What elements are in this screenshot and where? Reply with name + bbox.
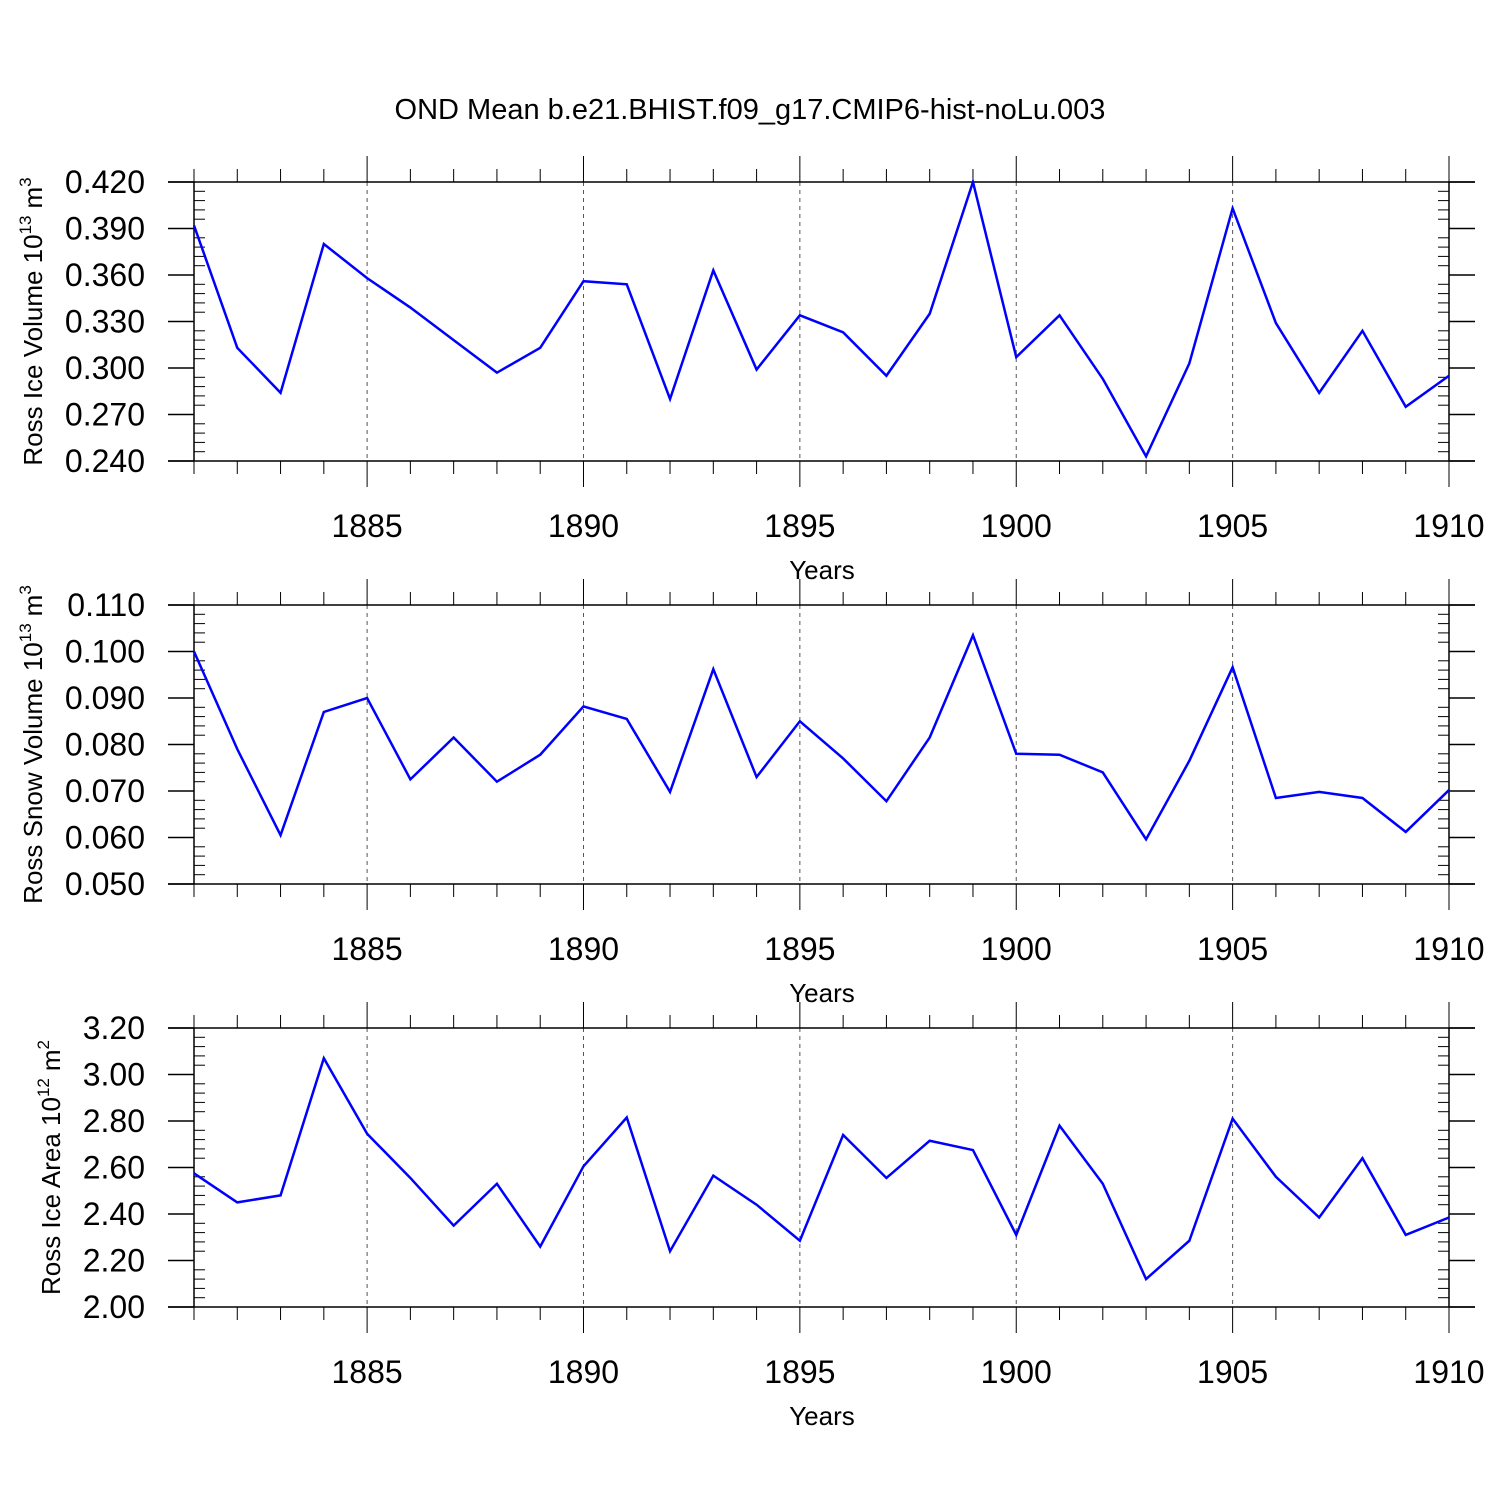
x-tick-label: 1895 [764,1354,835,1390]
y-axis-label: Ross Snow Volume 1013 m3 [16,585,48,904]
panels: 0.240 0.270 0.300 0.330 0.360 0.390 0.420 1885 1… [16,156,1485,1431]
y-axis-label-text: Ross Ice Area 10 [36,1097,66,1295]
y-tick-label: 0.390 [65,211,145,247]
panel-2: 0.050 0.060 0.070 0.080 0.090 0.100 0.110 1885 1… [16,579,1485,1008]
y-tick-label: 0.070 [65,773,145,809]
y-tick-label: 0.080 [65,727,145,763]
y-tick-label: 0.100 [65,634,145,670]
chart-title: OND Mean b.e21.BHIST.f09_g17.CMIP6-hist-… [395,94,1106,126]
x-tick-label: 1890 [548,931,619,967]
y-tick-label: 0.420 [65,164,145,200]
x-tick-label: 1910 [1413,508,1484,544]
x-tick-label: 1905 [1197,1354,1268,1390]
y-tick-label: 2.80 [83,1103,145,1139]
y-axis-label-exp: 13 [16,623,35,642]
y-axis-label: Ross Ice Volume 1013 m3 [16,177,48,465]
y-axis-label-unit-exp: 2 [34,1040,53,1049]
y-axis-label-unit: m [36,1049,66,1071]
y-axis-label-unit: m [18,595,48,617]
y-tick-label: 0.240 [65,443,145,479]
y-tick-label: 2.40 [83,1196,145,1232]
x-tick-label: 1900 [981,1354,1052,1390]
y-tick-label: 0.270 [65,397,145,433]
y-tick-label: 0.050 [65,866,145,902]
x-tick-label: 1910 [1413,931,1484,967]
x-tick-label: 1895 [764,508,835,544]
y-tick-label: 0.090 [65,680,145,716]
panel-1: 0.240 0.270 0.300 0.330 0.360 0.390 0.420 1885 1… [16,156,1485,585]
y-axis-label-unit: m [18,187,48,209]
x-tick-label: 1900 [981,931,1052,967]
panel-3: 2.00 2.20 2.40 2.60 2.80 3.00 3.20 1885 1890 1895… [34,1002,1485,1431]
y-tick-label: 2.00 [83,1289,145,1325]
x-tick-label: 1900 [981,508,1052,544]
y-axis-label: Ross Ice Area 1012 m2 [34,1040,66,1295]
y-tick-label: 3.20 [83,1010,145,1046]
y-tick-label: 0.300 [65,350,145,386]
x-tick-label: 1905 [1197,508,1268,544]
y-tick-label: 3.00 [83,1057,145,1093]
y-axis-label-text: Ross Snow Volume 10 [18,642,48,904]
y-axis-label-text: Ross Ice Volume 10 [18,234,48,465]
x-tick-label: 1885 [332,1354,403,1390]
y-axis-label-exp: 13 [16,215,35,234]
y-tick-label: 2.20 [83,1243,145,1279]
y-tick-label: 0.360 [65,257,145,293]
x-axis-label: Years [789,555,855,585]
y-axis-label-exp: 12 [34,1078,53,1097]
y-axis-label-unit-exp: 3 [16,177,35,186]
series-line [193,1055,1450,1282]
y-axis-label-unit-exp: 3 [16,585,35,594]
x-tick-label: 1890 [548,1354,619,1390]
x-tick-label: 1910 [1413,1354,1484,1390]
y-tick-label: 0.110 [67,587,145,623]
series-line [192,177,1450,460]
series-line [192,631,1450,842]
x-tick-label: 1885 [332,508,403,544]
x-tick-label: 1890 [548,508,619,544]
y-tick-label: 0.330 [65,304,145,340]
y-tick-label: 0.060 [65,820,145,856]
x-tick-label: 1905 [1197,931,1268,967]
x-axis-label: Years [789,978,855,1008]
y-tick-label: 2.60 [83,1150,145,1186]
x-tick-label: 1885 [332,931,403,967]
x-tick-label: 1895 [764,931,835,967]
x-axis-label: Years [789,1401,855,1431]
